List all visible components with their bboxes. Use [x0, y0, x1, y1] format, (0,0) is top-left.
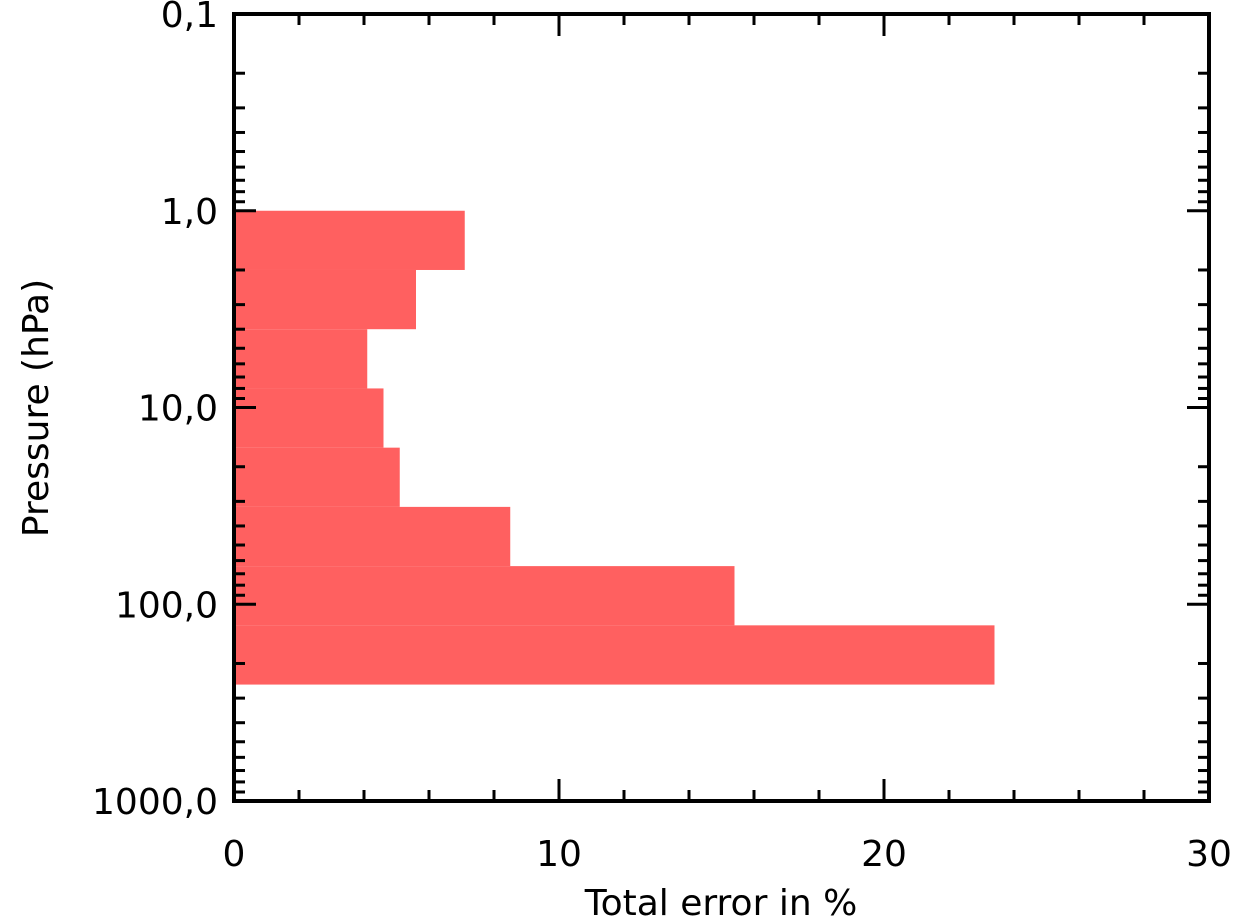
x-axis-title: Total error in % — [584, 883, 858, 921]
bar-3 — [234, 388, 384, 448]
plot-frame — [232, 12, 1211, 803]
bar-6 — [234, 566, 735, 626]
bar-7 — [234, 625, 995, 685]
x-tick-label: 10 — [536, 834, 582, 875]
bar-4 — [234, 447, 400, 507]
bars-layer — [234, 210, 995, 685]
y-tick-label: 10,0 — [138, 389, 218, 430]
y-tick-label: 0,1 — [161, 0, 218, 36]
x-tick-label: 30 — [1186, 834, 1232, 875]
y-tick-label: 1000,0 — [92, 782, 218, 823]
x-tick-label: 0 — [223, 834, 246, 875]
labels-layer: 0 10 20 30 0,1 1,0 10,0 100,0 1000,0 — [92, 0, 1232, 875]
bar-0 — [234, 210, 465, 270]
y-tick-label: 1,0 — [161, 192, 218, 233]
bar-2 — [234, 329, 368, 389]
bar-1 — [234, 269, 416, 330]
y-axis-title: Pressure (hPa) — [16, 279, 57, 537]
bar-5 — [234, 506, 511, 567]
y-tick-label: 100,0 — [115, 585, 218, 626]
x-tick-label: 20 — [861, 834, 907, 875]
